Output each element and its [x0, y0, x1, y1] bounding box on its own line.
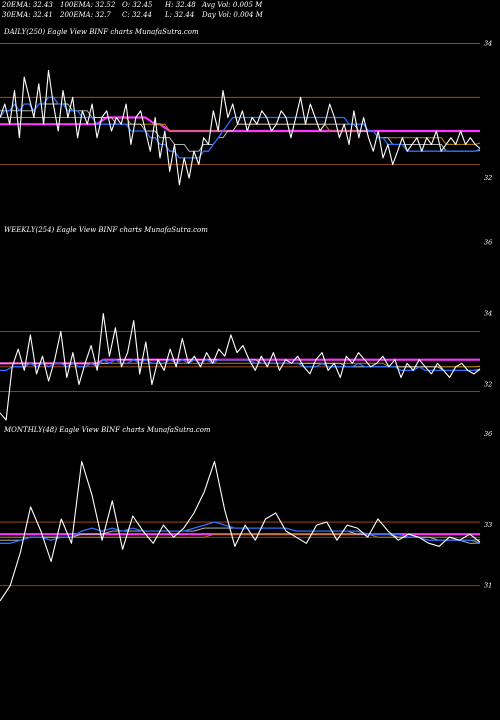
avg-vol-stat: Avg Vol: 0.005 M [202, 1, 263, 9]
monthly-tick-label: 36 [484, 430, 492, 438]
monthly-tick-label: 33 [484, 521, 492, 529]
monthly-panel: MONTHLY(48) Eagle View BINF charts Munaf… [0, 426, 492, 602]
monthly-ema-short-line [0, 521, 481, 544]
weekly-tick-label: 34 [484, 310, 492, 318]
close-stat: C: 32.44 [122, 11, 152, 19]
weekly-tick-label: 32 [484, 381, 492, 389]
low-stat: L: 32.44 [165, 11, 195, 19]
daily-ema-short-line [0, 96, 481, 159]
daily-tick-label: 32 [484, 174, 492, 182]
weekly-panel-label: WEEKLY(254) Eagle View BINF charts Munaf… [4, 226, 208, 234]
ema20-stat: 20EMA: 32.43 [2, 1, 53, 9]
high-stat: H: 32.48 [165, 1, 196, 9]
ema30-stat: 30EMA: 32.41 [2, 11, 53, 19]
open-stat: O: 32.45 [122, 1, 153, 9]
stats-header: 20EMA: 32.43 30EMA: 32.41 100EMA: 32.52 … [0, 0, 500, 28]
monthly-panel-label: MONTHLY(48) Eagle View BINF charts Munaf… [3, 426, 211, 434]
daily-tick-label: 34 [484, 39, 492, 47]
ema200-stat: 200EMA: 32.7 [60, 11, 111, 19]
weekly-price-line [0, 313, 481, 421]
day-vol-stat: Day Vol: 0.004 M [202, 11, 263, 19]
daily-panel-label: DAILY(250) Eagle View BINF charts Munafa… [3, 28, 199, 36]
weekly-panel: WEEKLY(254) Eagle View BINF charts Munaf… [0, 226, 492, 421]
monthly-price-line [0, 460, 481, 602]
weekly-tick-label: 36 [484, 239, 492, 247]
daily-panel: DAILY(250) Eagle View BINF charts Munafa… [0, 28, 492, 186]
ema100-stat: 100EMA: 32.52 [60, 1, 116, 9]
weekly-ema-short-line [0, 359, 481, 372]
monthly-tick-label: 31 [484, 582, 492, 590]
daily-price-line [0, 69, 481, 186]
